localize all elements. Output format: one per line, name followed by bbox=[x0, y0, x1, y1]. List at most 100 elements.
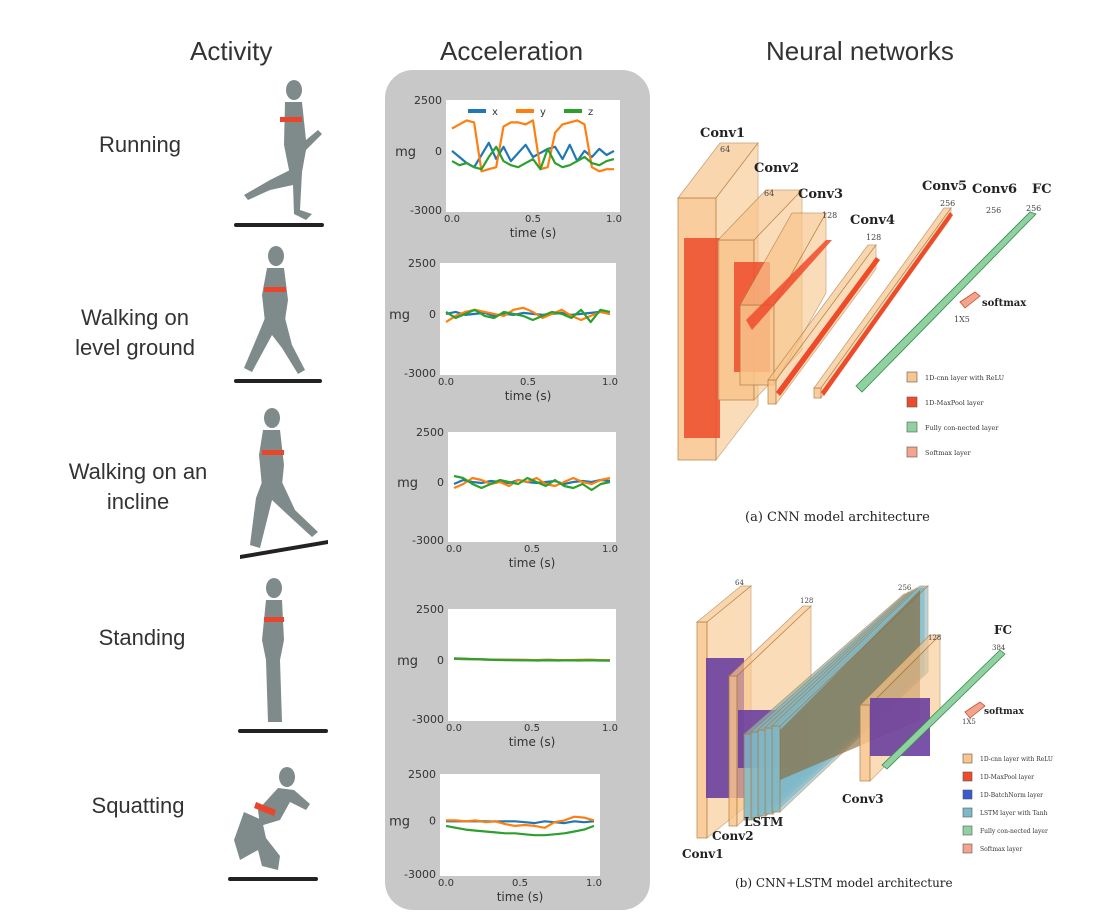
cnn-layer-label: Conv1 bbox=[700, 126, 745, 141]
cnn-layer-label: Conv6 bbox=[972, 182, 1017, 197]
y-tick-label: 2500 bbox=[416, 426, 444, 439]
y-tick-label: 2500 bbox=[414, 94, 442, 107]
series-line-z bbox=[453, 474, 611, 492]
cnn-layer-label: Conv5 bbox=[922, 179, 967, 194]
lstm-legend-swatch bbox=[962, 825, 973, 836]
y-tick-label: -3000 bbox=[404, 367, 436, 380]
cnn-layer-label: Conv2 bbox=[754, 161, 799, 176]
series-line-y bbox=[446, 815, 595, 829]
front-face bbox=[728, 675, 738, 827]
x-tick-label: 0.0 bbox=[446, 544, 462, 555]
activity-label-squatting: Squatting bbox=[38, 791, 238, 821]
cnn-legend-swatch bbox=[906, 396, 918, 408]
accel-chart-0: 2500 0 -3000 mg 0.0 0.5 1.0 time (s) x y z bbox=[395, 94, 622, 240]
cnn-conv1-pool bbox=[684, 238, 720, 438]
series-line-z bbox=[445, 824, 595, 837]
y-axis-label: mg bbox=[389, 814, 410, 829]
cnn-conv5-pool bbox=[821, 212, 953, 396]
walking-level-figure bbox=[234, 246, 322, 383]
lstm-legend-swatch bbox=[962, 771, 973, 782]
cnn-dim-label: 128 bbox=[866, 233, 881, 242]
lstm-legend-swatch bbox=[962, 789, 973, 800]
x-tick-label: 0.5 bbox=[525, 214, 541, 225]
y-tick-label: -3000 bbox=[412, 713, 444, 726]
x-tick-label: 1.0 bbox=[602, 544, 618, 555]
x-tick-label: 1.0 bbox=[586, 878, 602, 889]
front-face bbox=[813, 387, 822, 399]
series-line-z bbox=[451, 145, 615, 171]
activity-label-line: Standing bbox=[98, 625, 186, 650]
lstm-dim-label: 64 bbox=[735, 579, 744, 587]
walking-incline-figure bbox=[240, 408, 328, 559]
cnn-legend-swatch bbox=[906, 421, 918, 433]
cnn-legend-label: 1D-MaxPool layer bbox=[925, 399, 984, 407]
lstm-dim-label: 128 bbox=[928, 634, 941, 642]
x-tick-label: 1.0 bbox=[602, 723, 618, 734]
cnn-conv4-pool bbox=[776, 257, 880, 396]
y-axis-label: mg bbox=[395, 145, 416, 160]
lstm-dim-label: 384 bbox=[992, 644, 1006, 652]
front-face bbox=[696, 621, 708, 839]
cnn-legend-swatch bbox=[906, 446, 918, 458]
front-face bbox=[859, 704, 871, 782]
y-tick-label: -3000 bbox=[410, 204, 442, 217]
lstm-layer-label: LSTM bbox=[744, 815, 783, 829]
activity-label-line: Walking on an bbox=[68, 459, 208, 484]
standing-figure bbox=[238, 578, 328, 733]
legend-label-x: x bbox=[492, 107, 498, 118]
y-axis-label: mg bbox=[397, 476, 418, 491]
lstm-legend-swatch bbox=[962, 807, 973, 818]
y-tick-label: 0 bbox=[435, 145, 442, 158]
cnn-legend-label: Softmax layer bbox=[925, 449, 972, 457]
activity-label-line: Running bbox=[99, 132, 181, 157]
lstm-dim-label: 256 bbox=[898, 584, 912, 592]
y-tick-label: 0 bbox=[429, 814, 436, 827]
x-tick-label: 0.0 bbox=[438, 878, 454, 889]
legend-label-y: y bbox=[540, 107, 546, 118]
lstm-layer-label: Conv1 bbox=[682, 847, 724, 861]
activity-label-line: Squatting bbox=[91, 793, 185, 818]
y-tick-label: 2500 bbox=[408, 257, 436, 270]
x-tick-label: 1.0 bbox=[602, 377, 618, 388]
squatting-figure bbox=[228, 767, 318, 881]
y-axis-label: mg bbox=[397, 654, 418, 669]
legend-label-z: z bbox=[588, 107, 593, 118]
series-line-x bbox=[445, 310, 611, 317]
x-tick-label: 1.0 bbox=[606, 214, 622, 225]
accel-chart-3: 2500 0 -3000 mg 0.0 0.5 1.0 time (s) bbox=[397, 603, 618, 749]
lstm-layer-label: FC bbox=[994, 623, 1012, 637]
plot-area bbox=[448, 609, 616, 721]
lstm-legend-label: Fully con-nected layer bbox=[980, 828, 1048, 835]
lstm-legend-swatch bbox=[962, 753, 973, 764]
lstm-legend-swatch bbox=[962, 843, 973, 854]
activity-label-line: incline bbox=[106, 489, 170, 514]
y-tick-label: 0 bbox=[429, 308, 436, 321]
y-tick-label: 2500 bbox=[416, 603, 444, 616]
cnn-legend-label: Fully con-nected layer bbox=[925, 424, 999, 432]
series-line-z bbox=[445, 308, 611, 324]
lstm-legend-label: 1D-BatchNorm layer bbox=[980, 792, 1043, 799]
lstm-fc-block bbox=[881, 649, 1006, 770]
lstm-layer-label: Conv2 bbox=[712, 829, 754, 843]
cnn-lstm-caption: (b) CNN+LSTM model architecture bbox=[735, 876, 953, 890]
cnn-legend-label: 1D-cnn layer with ReLU bbox=[925, 374, 1005, 382]
lstm-softmax-label: softmax bbox=[984, 707, 1024, 717]
lstm-legend-label: 1D-MaxPool layer bbox=[980, 774, 1034, 781]
y-tick-label: 0 bbox=[437, 654, 444, 667]
cnn-legend-swatch bbox=[906, 371, 918, 383]
lstm-layer-label: Conv3 bbox=[842, 792, 884, 806]
series-line-y bbox=[451, 119, 614, 173]
x-axis-label: time (s) bbox=[509, 735, 556, 749]
acceleration-header: Acceleration bbox=[440, 36, 584, 66]
activity-label-walking-incline: Walking on an incline bbox=[38, 457, 238, 517]
series-line-x bbox=[453, 478, 611, 486]
lstm-dim-label: 128 bbox=[800, 597, 813, 605]
cnn-layer-label: Conv4 bbox=[850, 213, 895, 228]
running-figure bbox=[234, 80, 324, 227]
x-tick-label: 0.5 bbox=[524, 544, 540, 555]
front-face bbox=[767, 379, 777, 405]
activity-label-running: Running bbox=[40, 130, 240, 160]
